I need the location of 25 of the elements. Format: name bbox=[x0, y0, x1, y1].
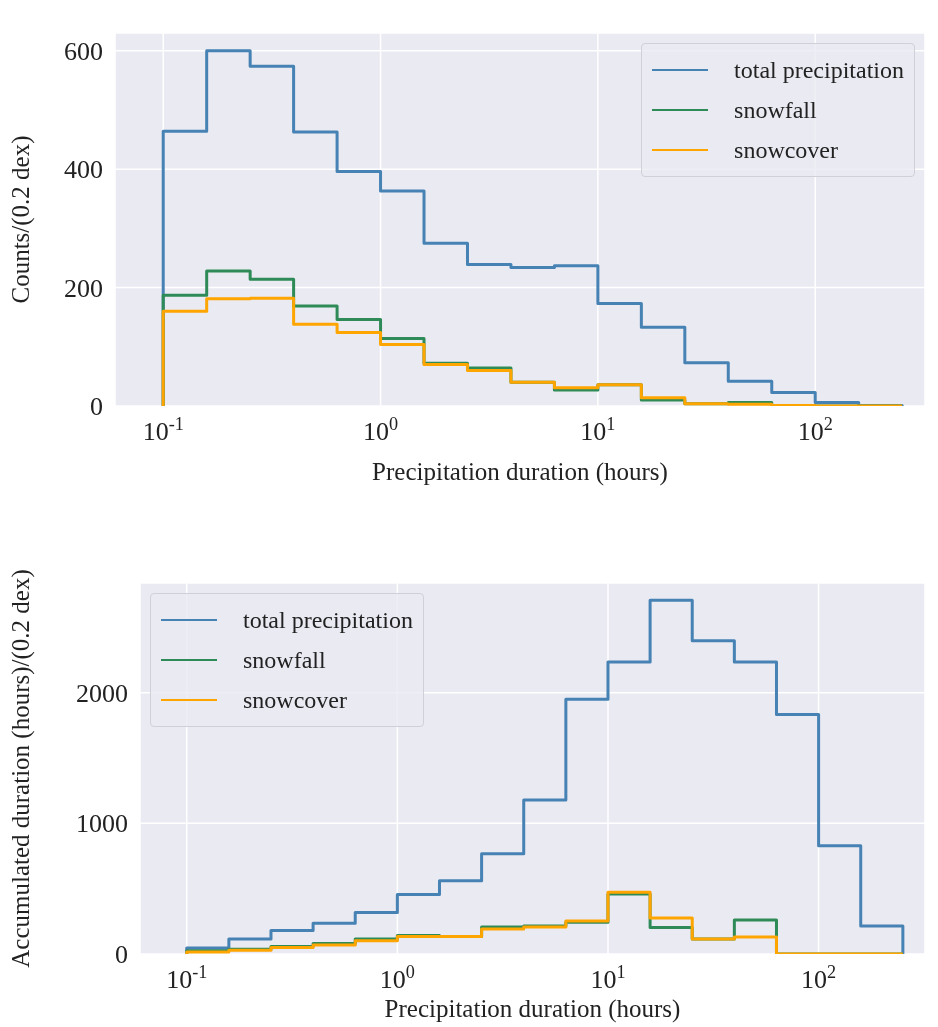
legend-label: snowfall bbox=[734, 96, 817, 124]
legend-label: total precipitation bbox=[243, 606, 413, 634]
x-tick-label: 10$^{0}$ bbox=[379, 962, 415, 994]
x-tick-label: 10$^{1}$ bbox=[580, 414, 616, 446]
y-axis-title: Accumulated duration (hours)/(0.2 dex) bbox=[6, 569, 35, 968]
y-axis-title: Counts/(0.2 dex) bbox=[6, 135, 35, 304]
x-tick-label: 10$^{2}$ bbox=[797, 414, 833, 446]
y-tick-label: 0 bbox=[115, 940, 128, 969]
x-axis-title: Precipitation duration (hours) bbox=[372, 458, 668, 486]
legend-label: snowfall bbox=[243, 646, 326, 674]
y-tick-label: 1000 bbox=[76, 809, 128, 839]
y-tick-label: 400 bbox=[64, 155, 103, 185]
y-tick-label: 600 bbox=[64, 36, 103, 66]
x-tick-label: 10$^{-1}$ bbox=[166, 962, 208, 994]
legend-label: snowcover bbox=[243, 686, 347, 714]
x-axis-title: Precipitation duration (hours) bbox=[384, 995, 681, 1023]
legend-label: total precipitation bbox=[734, 56, 904, 84]
x-tick-label: 10$^{1}$ bbox=[590, 962, 626, 994]
legend-label: snowcover bbox=[734, 136, 839, 164]
y-tick-label: 0 bbox=[90, 392, 103, 421]
y-tick-label: 200 bbox=[64, 273, 103, 303]
y-tick-label: 2000 bbox=[76, 678, 128, 708]
x-tick-label: 10$^{0}$ bbox=[363, 414, 399, 446]
x-tick-label: 10$^{2}$ bbox=[801, 962, 837, 994]
x-tick-label: 10$^{-1}$ bbox=[142, 414, 184, 446]
